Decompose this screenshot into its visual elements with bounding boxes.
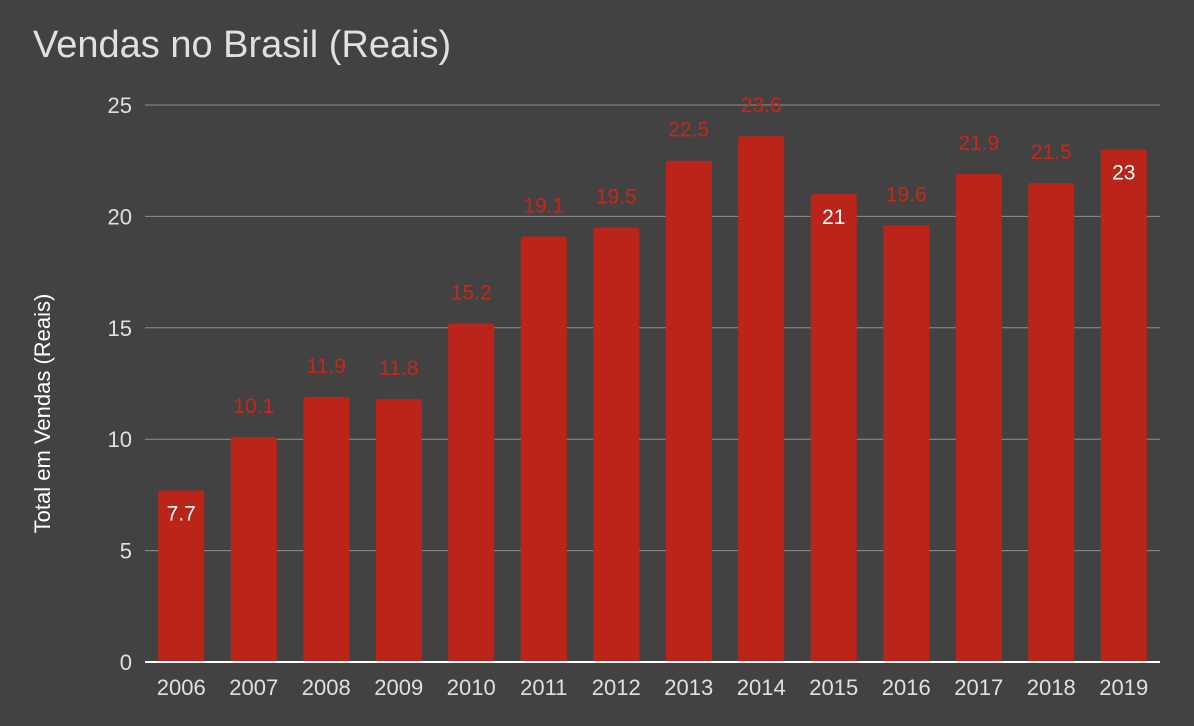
bar — [375, 399, 422, 662]
y-tick-label: 25 — [108, 93, 132, 118]
bar — [448, 323, 495, 662]
data-label: 21.9 — [958, 132, 999, 155]
bar — [738, 136, 785, 662]
y-axis-title: Total em Vendas (Reais) — [30, 294, 55, 534]
bar — [1028, 182, 1075, 663]
data-label: 11.8 — [379, 357, 418, 380]
x-tick-label: 2008 — [302, 675, 351, 700]
y-tick-label: 10 — [108, 427, 132, 452]
y-tick-label: 15 — [108, 316, 132, 341]
x-tick-label: 2013 — [664, 675, 713, 700]
bar — [665, 160, 712, 662]
data-label: 19.6 — [886, 183, 927, 206]
bar — [955, 174, 1002, 662]
data-label: 11.9 — [307, 355, 346, 378]
data-label: 10.1 — [233, 395, 274, 418]
x-tick-label: 2017 — [954, 675, 1003, 700]
data-label: 23.6 — [741, 94, 782, 117]
bar — [883, 225, 930, 662]
x-tick-label: 2016 — [882, 675, 931, 700]
x-tick-label: 2015 — [809, 675, 858, 700]
bar — [230, 436, 277, 662]
x-tick-label: 2007 — [229, 675, 278, 700]
data-label: 19.5 — [596, 186, 637, 209]
chart-title: Vendas no Brasil (Reais) — [33, 24, 452, 66]
y-tick-label: 0 — [120, 650, 132, 675]
x-tick-label: 2019 — [1099, 675, 1148, 700]
y-tick-label: 5 — [120, 539, 132, 564]
x-tick-label: 2006 — [157, 675, 206, 700]
bar — [303, 396, 350, 662]
bar — [810, 194, 857, 662]
bar — [593, 227, 640, 663]
data-label: 7.7 — [167, 502, 196, 525]
data-label: 21 — [822, 206, 845, 229]
data-label: 22.5 — [668, 119, 709, 142]
y-tick-label: 20 — [108, 204, 132, 229]
x-tick-label: 2009 — [374, 675, 423, 700]
data-label: 15.2 — [451, 281, 492, 304]
data-label: 21.5 — [1031, 141, 1072, 164]
x-tick-label: 2010 — [447, 675, 496, 700]
x-tick-label: 2018 — [1027, 675, 1076, 700]
bar — [158, 490, 205, 662]
data-label: 23 — [1112, 162, 1135, 185]
x-tick-label: 2014 — [737, 675, 786, 700]
x-tick-label: 2011 — [520, 675, 567, 700]
data-label: 19.1 — [523, 194, 564, 217]
bar — [1100, 149, 1147, 662]
x-tick-label: 2012 — [592, 675, 641, 700]
bar — [520, 236, 567, 662]
